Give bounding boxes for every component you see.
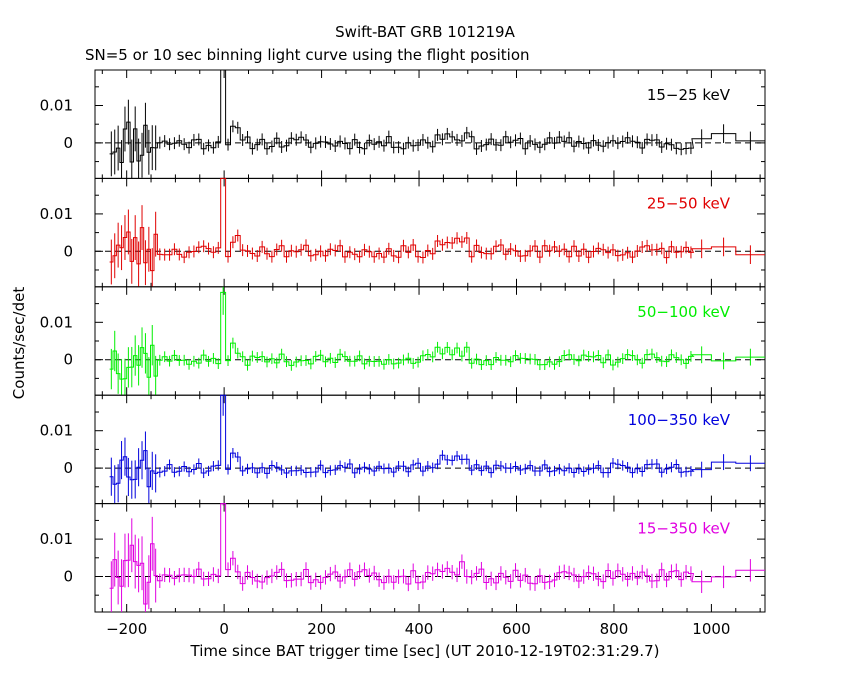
band-label: 50−100 keV — [637, 303, 730, 321]
chart-title: Swift-BAT GRB 101219A — [335, 23, 515, 41]
light-curve — [109, 69, 765, 163]
light-curve — [109, 503, 765, 605]
y-tick-label: 0.01 — [40, 313, 73, 331]
y-tick-label: 0.01 — [40, 422, 73, 440]
x-tick-label: 600 — [502, 620, 531, 638]
x-tick-label: −200 — [106, 620, 147, 638]
y-tick-label: 0.01 — [40, 205, 73, 223]
y-axis-label: Counts/sec/det — [10, 287, 28, 400]
panel-4: 0 0.01 100−350 keV — [40, 394, 766, 505]
y-tick-label: 0 — [63, 567, 73, 585]
band-label: 15−25 keV — [647, 86, 731, 104]
x-axis-label: Time since BAT trigger time [sec] (UT 20… — [190, 642, 660, 660]
y-tick-label: 0 — [63, 351, 73, 369]
y-tick-label: 0.01 — [40, 97, 73, 115]
band-label: 15−350 keV — [637, 520, 730, 538]
band-label: 100−350 keV — [628, 411, 731, 429]
panel-3: 0 0.01 50−100 keV — [40, 286, 766, 396]
band-label: 25−50 keV — [647, 194, 731, 212]
panel-1: 0 0.01 15−25 keV — [40, 69, 766, 179]
chart-subtitle: SN=5 or 10 sec binning light curve using… — [85, 46, 530, 64]
x-tick-label: 200 — [307, 620, 336, 638]
y-tick-label: 0 — [63, 459, 73, 477]
y-tick-label: 0 — [63, 242, 73, 260]
y-tick-label: 0 — [63, 134, 73, 152]
panels-group: 0 0.01 15−25 keV 0 0.01 25−50 keV 0 0.01 50−100 … — [40, 69, 766, 638]
panel-5: 0 0.01 15−350 keV — [40, 503, 766, 613]
panel-2: 0 0.01 25−50 keV — [40, 177, 766, 288]
light-curve — [109, 291, 765, 380]
x-tick-label: 800 — [600, 620, 629, 638]
x-tick-label: 400 — [405, 620, 434, 638]
x-tick-label: 1000 — [692, 620, 730, 638]
x-tick-label: 0 — [219, 620, 229, 638]
y-tick-label: 0.01 — [40, 530, 73, 548]
light-curve — [109, 394, 765, 488]
light-curve — [109, 177, 765, 272]
